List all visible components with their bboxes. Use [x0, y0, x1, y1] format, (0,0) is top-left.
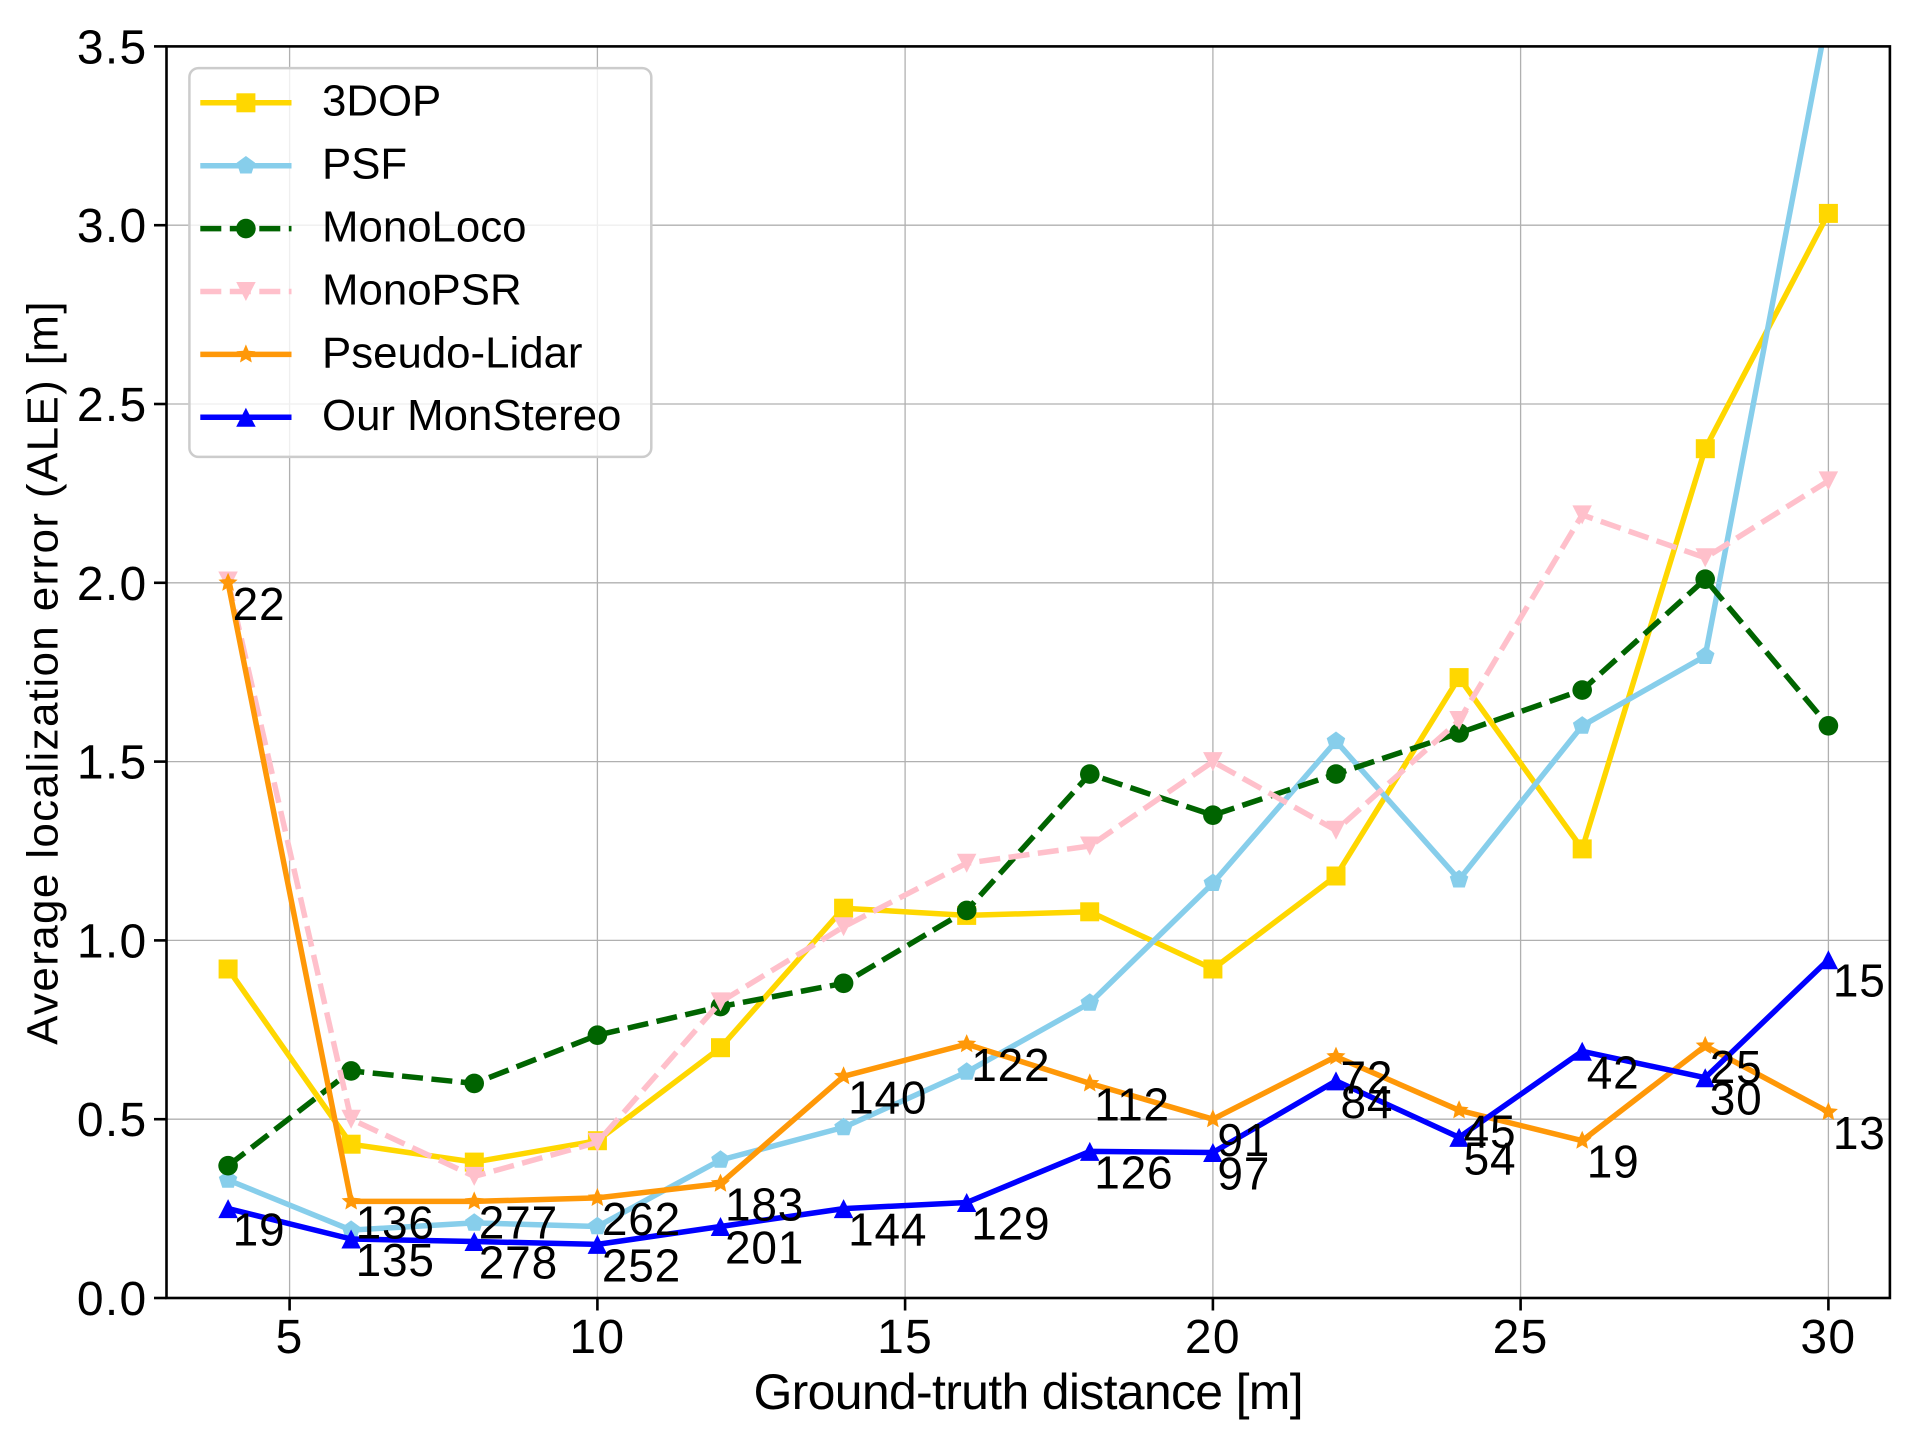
- svg-text:122: 122: [971, 1039, 1050, 1091]
- svg-text:84: 84: [1341, 1076, 1394, 1128]
- svg-text:Pseudo-Lidar: Pseudo-Lidar: [322, 328, 583, 377]
- svg-text:30: 30: [1710, 1073, 1763, 1125]
- svg-text:144: 144: [848, 1204, 927, 1256]
- svg-text:54: 54: [1464, 1132, 1517, 1184]
- svg-text:97: 97: [1217, 1148, 1270, 1200]
- svg-text:201: 201: [725, 1222, 804, 1274]
- svg-text:30: 30: [1800, 1311, 1856, 1364]
- svg-text:1.5: 1.5: [77, 737, 148, 790]
- svg-text:MonoLoco: MonoLoco: [322, 203, 527, 252]
- svg-text:3.5: 3.5: [77, 21, 148, 74]
- svg-text:10: 10: [569, 1311, 625, 1364]
- svg-text:MonoPSR: MonoPSR: [322, 265, 522, 314]
- svg-text:5: 5: [276, 1311, 304, 1364]
- svg-text:136: 136: [356, 1196, 435, 1248]
- svg-text:15: 15: [1833, 955, 1886, 1007]
- svg-text:0.0: 0.0: [77, 1273, 148, 1326]
- svg-text:25: 25: [1710, 1041, 1763, 1093]
- svg-text:278: 278: [479, 1237, 558, 1289]
- svg-text:Our MonStereo: Our MonStereo: [322, 391, 621, 440]
- svg-text:2.0: 2.0: [77, 558, 148, 611]
- svg-text:135: 135: [356, 1234, 435, 1286]
- svg-text:PSF: PSF: [322, 140, 407, 189]
- svg-text:15: 15: [877, 1311, 933, 1364]
- svg-text:0.5: 0.5: [77, 1094, 148, 1147]
- svg-text:Ground-truth distance [m]: Ground-truth distance [m]: [753, 1364, 1302, 1420]
- svg-text:19: 19: [1587, 1136, 1640, 1188]
- svg-text:13: 13: [1833, 1107, 1886, 1159]
- svg-text:19: 19: [233, 1204, 286, 1256]
- svg-text:20: 20: [1185, 1311, 1241, 1364]
- svg-text:129: 129: [971, 1198, 1050, 1250]
- svg-text:126: 126: [1094, 1146, 1173, 1198]
- svg-text:112: 112: [1094, 1078, 1170, 1130]
- svg-text:183: 183: [725, 1179, 804, 1231]
- svg-text:25: 25: [1493, 1311, 1549, 1364]
- svg-text:277: 277: [479, 1196, 558, 1248]
- svg-text:42: 42: [1587, 1046, 1640, 1098]
- svg-text:22: 22: [233, 578, 286, 630]
- svg-text:Average localization error (AL: Average localization error (ALE) [m]: [19, 300, 68, 1045]
- svg-text:1.0: 1.0: [77, 915, 148, 968]
- svg-text:140: 140: [848, 1071, 927, 1123]
- svg-text:2.5: 2.5: [77, 379, 148, 432]
- svg-text:72: 72: [1341, 1052, 1394, 1104]
- svg-text:262: 262: [602, 1193, 681, 1245]
- svg-text:252: 252: [602, 1239, 681, 1291]
- svg-text:3.0: 3.0: [77, 200, 148, 253]
- svg-text:91: 91: [1217, 1114, 1270, 1166]
- svg-text:3DOP: 3DOP: [322, 77, 441, 126]
- svg-text:45: 45: [1464, 1105, 1517, 1157]
